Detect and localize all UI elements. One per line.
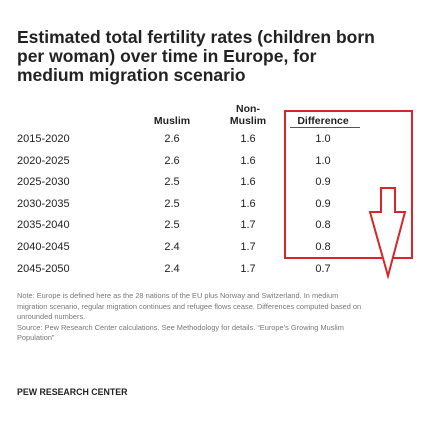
value: 2.6 <box>164 133 180 145</box>
down-arrow <box>368 187 407 280</box>
notes: Note: Europe is defined here as the 28 n… <box>17 291 367 344</box>
column-header: Muslim <box>153 115 191 127</box>
column-header: Non- Muslim <box>229 103 267 127</box>
value: 2.4 <box>164 241 180 253</box>
value: 0.8 <box>315 219 331 232</box>
period: 2045-2050 <box>17 262 70 275</box>
organization: PEW RESEARCH CENTER <box>17 387 128 397</box>
value: 0.9 <box>315 197 331 210</box>
value: 1.6 <box>240 197 256 210</box>
value: 1.0 <box>315 133 331 145</box>
note: Note: Europe is defined here as the 28 n… <box>17 291 362 322</box>
period: 2025-2030 <box>17 176 70 189</box>
value: 2.4 <box>164 262 180 275</box>
value: 1.6 <box>240 176 256 189</box>
period: 2015-2020 <box>17 133 70 145</box>
value: 0.7 <box>315 262 331 275</box>
highlight-box <box>284 110 413 259</box>
header-rule <box>290 127 360 128</box>
value: 1.0 <box>315 154 331 167</box>
value: 0.8 <box>315 241 331 253</box>
value: 2.5 <box>164 176 180 189</box>
value: 1.6 <box>240 154 256 167</box>
title: Estimated total fertility rates (childre… <box>17 27 375 85</box>
value: 2.6 <box>164 154 180 167</box>
value: 1.7 <box>240 262 256 275</box>
period: 2035-2040 <box>17 219 70 232</box>
value: 0.9 <box>315 176 331 189</box>
value: 1.6 <box>240 133 256 145</box>
period: 2030-2035 <box>17 197 70 210</box>
column-header: Difference <box>297 115 349 127</box>
value: 1.7 <box>240 241 256 253</box>
period: 2020-2025 <box>17 154 70 167</box>
value: 2.5 <box>164 219 180 232</box>
value: 2.5 <box>164 197 180 210</box>
value: 1.7 <box>240 219 256 232</box>
source: Source: Pew Research Center calculations… <box>17 322 344 343</box>
period: 2040-2045 <box>17 241 70 253</box>
